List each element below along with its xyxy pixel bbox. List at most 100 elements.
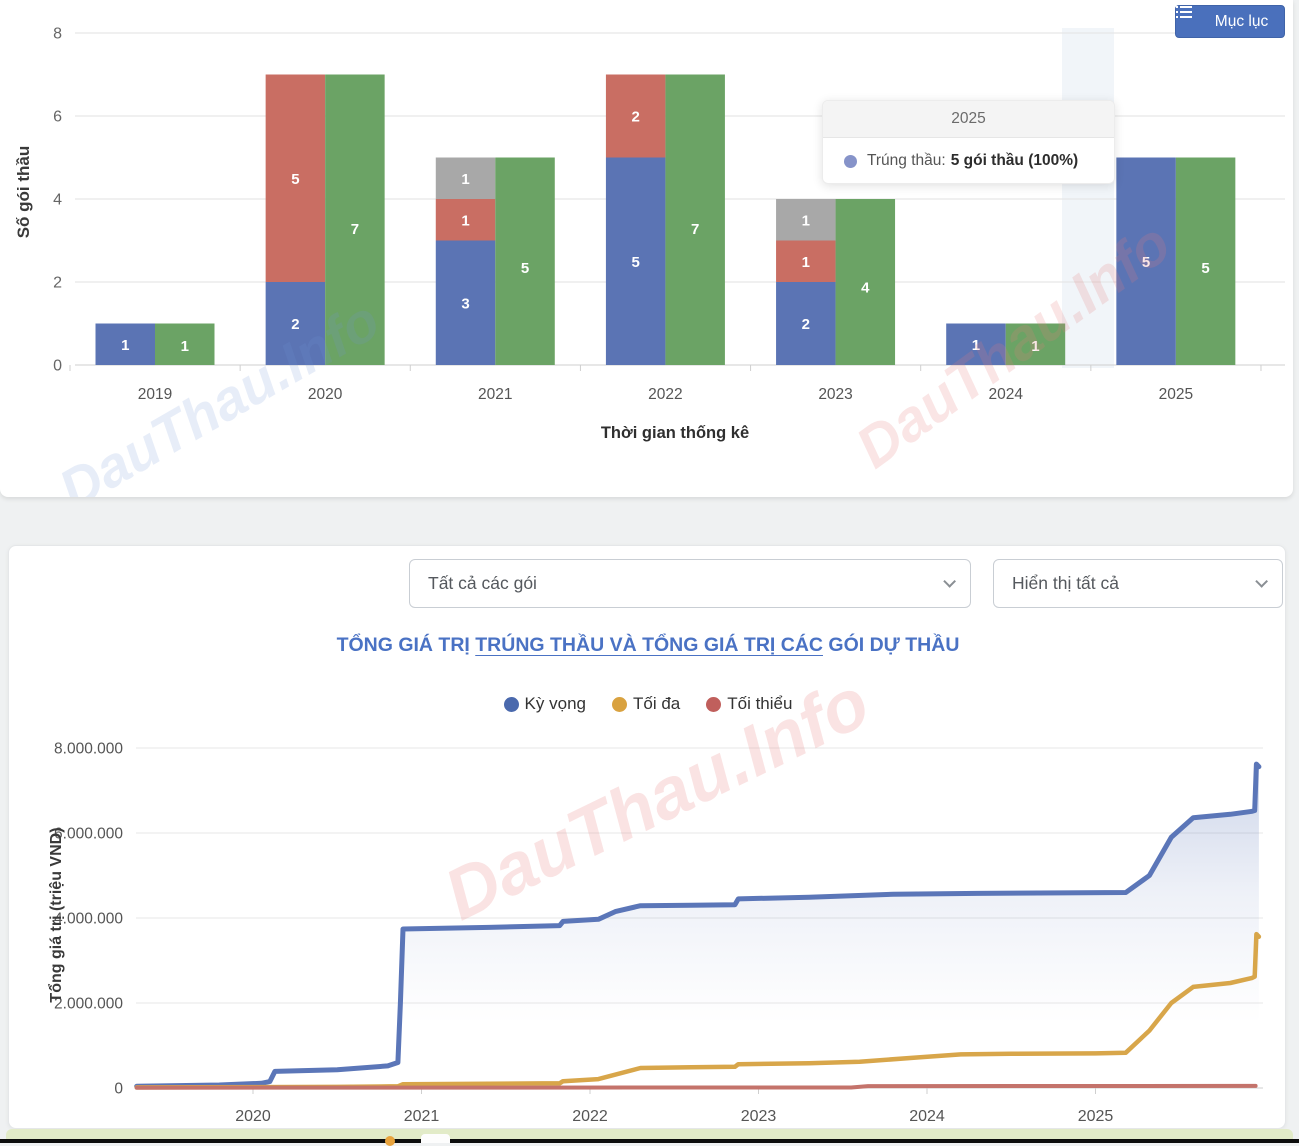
y-tick-label: 2.000.000	[54, 996, 123, 1013]
bar-value-label: 2	[802, 316, 810, 333]
bar-segment-Trúng thầu[interactable]	[1116, 157, 1176, 366]
x-tick-label: 2023	[741, 1108, 777, 1125]
bar-segment-Trúng thầu[interactable]	[265, 282, 326, 365]
x-tick-label: 2021	[478, 386, 512, 403]
bar-segment-series-gray[interactable]	[776, 199, 836, 241]
next-section-pill	[421, 1134, 450, 1143]
x-tick-label: 2024	[909, 1108, 945, 1125]
bar-value-label: 7	[691, 221, 699, 238]
tooltip-title: 2025	[823, 101, 1114, 138]
bar-segment-series-red[interactable]	[605, 74, 666, 158]
legend-dot-icon	[706, 696, 722, 712]
bar-segment-series-red[interactable]	[265, 74, 326, 283]
tooltip-series-dot-icon	[844, 154, 857, 168]
display-filter-select[interactable]: Hiển thị tất cả	[993, 559, 1283, 608]
bar-value-label: 1	[461, 171, 469, 188]
chart-legend: Kỳ vọng Tối đa Tối thiểu	[9, 694, 1285, 714]
line-chart-card: Tất cả các gói Hiển thị tất cả TỔNG GIÁ …	[8, 545, 1286, 1129]
y-tick-label: 0	[53, 358, 62, 375]
x-tick-label: 2022	[572, 1108, 608, 1125]
bar-chart-y-axis-title: Số gói thầu	[14, 145, 33, 239]
bar-segment-series-green[interactable]	[665, 74, 725, 366]
bar-segment-series-green[interactable]	[325, 74, 385, 366]
bar-value-label: 5	[521, 260, 529, 277]
chart-tooltip: 2025 Trúng thầu: 5 gói thầu (100%)	[822, 100, 1115, 184]
toc-button-label: Mục lục	[1214, 12, 1269, 30]
title-text: TỔNG GIÁ TRỊ	[336, 634, 476, 656]
bar-segment-Trúng thầu[interactable]	[95, 323, 156, 366]
bar-value-label: 5	[631, 254, 639, 271]
bar-segment-series-green[interactable]	[155, 323, 215, 366]
bar-value-label: 5	[291, 171, 299, 188]
bar-value-label: 1	[121, 337, 129, 354]
bar-value-label: 3	[461, 295, 469, 312]
x-tick-label: 2020	[235, 1108, 271, 1125]
line-series-Kỳ vọng[interactable]	[134, 761, 1262, 1089]
chevron-down-icon	[943, 575, 956, 588]
bar-value-label: 1	[802, 212, 810, 229]
bar-value-label: 7	[351, 221, 359, 238]
y-tick-label: 4	[53, 192, 62, 209]
bar-value-label: 1	[181, 338, 189, 355]
title-text: GÓI DỰ THẦU	[822, 634, 960, 656]
x-tick-label: 2021	[404, 1108, 440, 1125]
next-section-edge	[6, 1129, 1293, 1139]
bar-value-label: 1	[972, 337, 980, 354]
x-tick-label: 2022	[648, 386, 682, 403]
legend-dot-icon	[503, 696, 519, 712]
bar-segment-Trúng thầu[interactable]	[776, 282, 836, 365]
bar-chart[interactable]: 0 2 4 6 8 1 1 2019 2 5 7 2020 3 1 1 5 2021 5 2 7 2022 2 1 1 4 202…	[0, 0, 1293, 497]
x-tick-label: 2024	[988, 386, 1023, 403]
line-chart-title: TỔNG GIÁ TRỊ TRÚNG THẦU VÀ TỔNG GIÁ TRỊ …	[9, 634, 1285, 657]
x-tick-label: 2023	[818, 386, 852, 403]
bar-segment-series-gray[interactable]	[435, 157, 496, 200]
bar-segment-Trúng thầu[interactable]	[435, 240, 496, 366]
legend-item-toi-da[interactable]: Tối đa	[611, 694, 681, 714]
bar-segment-series-green[interactable]	[495, 157, 555, 366]
bar-segment-Trúng thầu[interactable]	[605, 157, 666, 366]
bar-segment-series-green[interactable]	[1175, 157, 1236, 366]
legend-label: Tối thiểu	[727, 694, 793, 713]
bar-value-label: 1	[461, 212, 469, 229]
bar-segment-Trúng thầu[interactable]	[946, 323, 1006, 366]
bar-value-label: 5	[1142, 254, 1150, 271]
bar-value-label: 1	[1031, 338, 1039, 355]
bar-value-label: 2	[291, 316, 299, 333]
legend-item-toi-thieu[interactable]: Tối thiểu	[706, 694, 792, 714]
next-section-dot-icon	[385, 1136, 395, 1146]
line-series-Tối đa[interactable]	[134, 931, 1262, 1090]
bar-value-label: 2	[631, 109, 639, 126]
y-tick-label: 0	[114, 1081, 123, 1098]
line-chart[interactable]: 0 2.000.000 4.000.000 6.000.000 8.000.000 202…	[9, 546, 1286, 1129]
y-tick-label: 6	[53, 109, 62, 126]
line-chart-y-axis-title: Tổng giá trị (triệu VND)	[48, 827, 65, 1003]
y-tick-label: 4.000.000	[54, 911, 123, 928]
y-tick-label: 8.000.000	[54, 741, 123, 758]
package-filter-value: Tất cả các gói	[428, 573, 537, 593]
legend-dot-icon	[611, 696, 627, 712]
x-tick-label: 2019	[138, 386, 172, 403]
tooltip-series-label: Trúng thầu:	[867, 152, 946, 169]
title-link[interactable]: TRÚNG THẦU VÀ TỔNG GIÁ TRỊ CÁC	[475, 634, 823, 656]
bar-segment-series-green[interactable]	[1005, 323, 1066, 366]
area-fill-Kỳ vọng	[136, 764, 1259, 1088]
y-tick-label: 2	[53, 275, 62, 292]
y-tick-label: 6.000.000	[54, 826, 123, 843]
package-filter-select[interactable]: Tất cả các gói	[409, 559, 971, 608]
bar-segment-series-red[interactable]	[776, 240, 836, 283]
legend-label: Tối đa	[632, 694, 681, 713]
bar-value-label: 1	[802, 254, 810, 271]
bar-chart-x-axis-title: Thời gian thống kê	[600, 424, 750, 442]
bar-chart-card: DauThau.Info DauThau.Info 0 2 4 6 8 1 1 2019 2 5 7…	[0, 0, 1293, 497]
y-tick-label: 8	[53, 26, 62, 43]
bar-segment-series-green[interactable]	[835, 199, 896, 365]
bar-segment-series-red[interactable]	[435, 199, 496, 241]
legend-label: Kỳ vọng	[524, 694, 586, 713]
display-filter-value: Hiển thị tất cả	[1012, 573, 1119, 593]
line-series-Tối thiểu[interactable]	[134, 1083, 1258, 1090]
list-icon	[1176, 6, 1208, 28]
toc-button[interactable]: Mục lục	[1175, 5, 1285, 38]
legend-item-ky-vong[interactable]: Kỳ vọng	[503, 694, 586, 714]
page-bottom-bar	[0, 1139, 1299, 1143]
x-tick-label: 2020	[308, 386, 343, 403]
